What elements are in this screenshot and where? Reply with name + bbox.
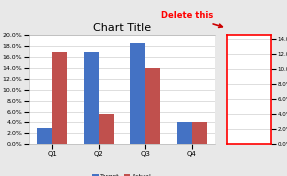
Bar (177, 122, 192, 144)
Bar (84, 52, 99, 144)
Text: Delete this: Delete this (161, 11, 222, 27)
Bar (37, 128, 52, 144)
Bar (52, 52, 67, 144)
Title: Chart Title: Chart Title (93, 23, 151, 33)
Legend: Target, Actual: Target, Actual (90, 171, 154, 176)
Bar (130, 43, 145, 144)
Bar (145, 68, 160, 144)
Bar (99, 114, 114, 144)
Bar (192, 122, 207, 144)
